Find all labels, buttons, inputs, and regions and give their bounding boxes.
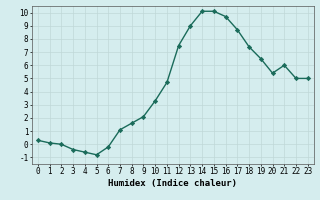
X-axis label: Humidex (Indice chaleur): Humidex (Indice chaleur): [108, 179, 237, 188]
